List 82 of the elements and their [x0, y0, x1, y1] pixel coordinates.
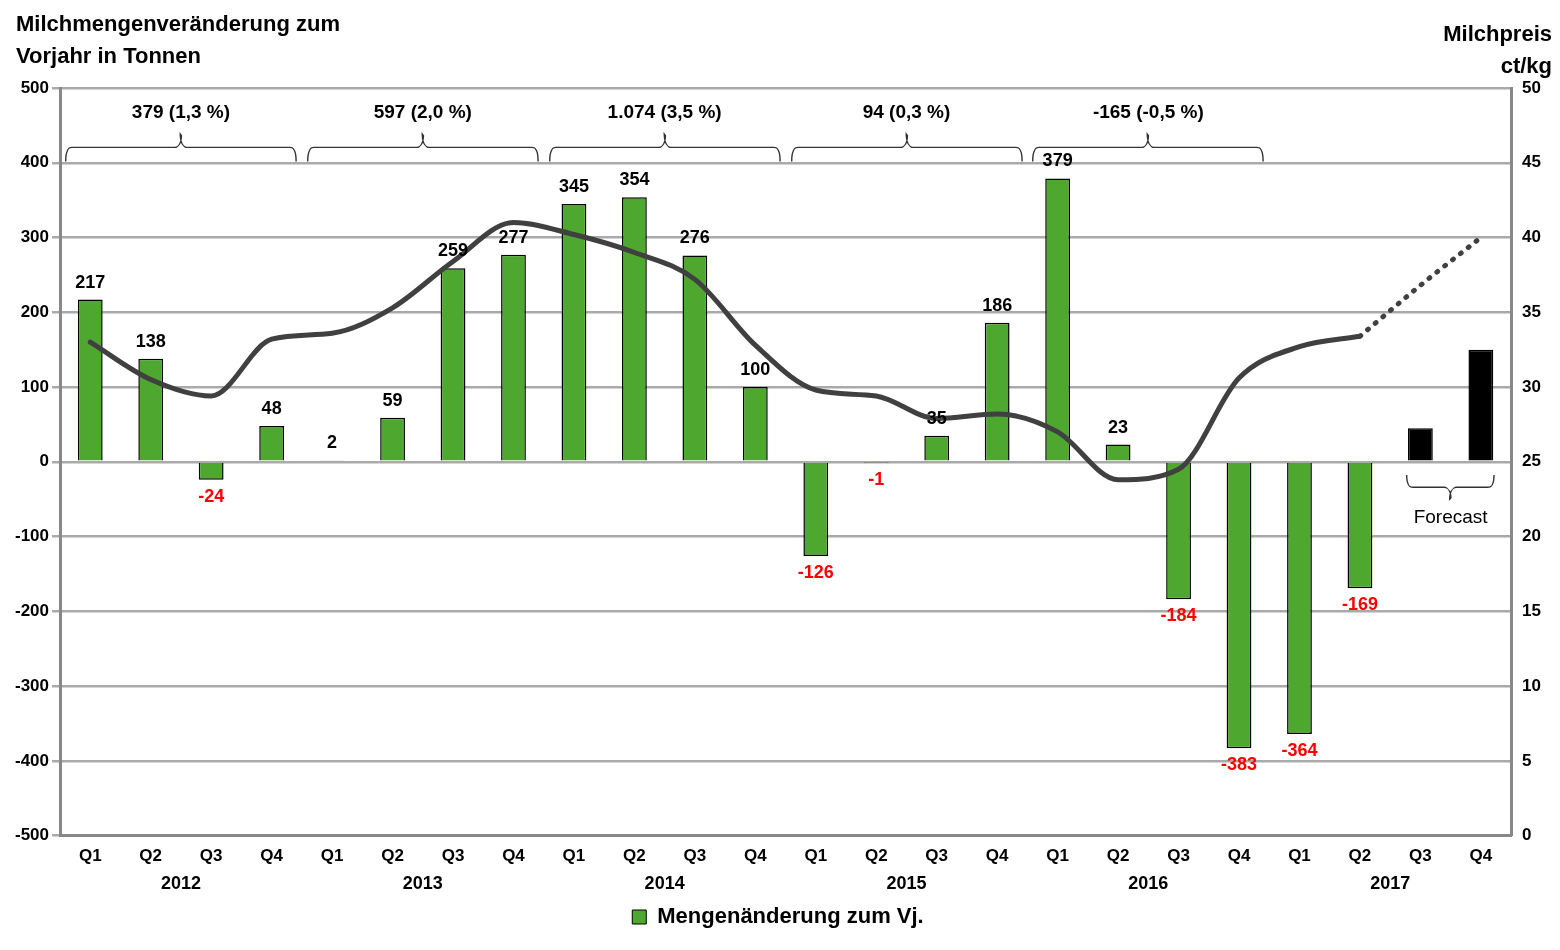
y2-tick-label: 0	[1522, 825, 1532, 845]
x-tick-label: Q3	[441, 846, 465, 866]
annotation: 379 (1,3 %)	[131, 100, 231, 122]
data-label: -126	[797, 561, 834, 582]
x-tick-label: Q4	[985, 846, 1010, 866]
x-tick-label: Q4	[743, 846, 768, 866]
y-tick-label: -400	[14, 750, 50, 770]
y2-tick-label: 20	[1522, 526, 1542, 546]
x-tick-label: Q3	[683, 846, 707, 866]
y2-axis-title: Milchpreis ct/kg	[1442, 20, 1552, 80]
data-label: 277	[498, 226, 529, 247]
x-tick-label: Q3	[925, 846, 949, 866]
data-label: 138	[135, 330, 166, 351]
data-label: -169	[1341, 594, 1378, 615]
data-label: -1	[868, 468, 885, 489]
text: 2016	[1128, 872, 1169, 893]
y2-tick-label: 10	[1522, 675, 1542, 695]
y2-tick-label: 45	[1522, 152, 1542, 172]
data-label: 23	[1108, 416, 1129, 437]
x-tick-label: Q2	[1348, 846, 1372, 866]
text: 2014	[644, 872, 685, 893]
y2-tick-label: 30	[1522, 376, 1542, 396]
data-label: 100	[740, 359, 771, 380]
x-tick-label: Q4	[502, 846, 526, 866]
data-label: 59	[382, 389, 403, 410]
data-label: 354	[619, 169, 650, 190]
y2-tick-label: 35	[1522, 301, 1542, 321]
y-tick-label: 0	[39, 451, 50, 471]
x-tick-label: Q1	[320, 846, 344, 866]
y-tick-label: 100	[20, 376, 50, 396]
data-label: -184	[1160, 605, 1197, 626]
y-tick-label: 300	[20, 227, 50, 247]
x-tick-label: Q2	[139, 846, 163, 866]
data-label: 379	[1042, 150, 1073, 171]
y-tick-label: -200	[14, 601, 50, 621]
x-tick-label: Q3	[1167, 846, 1190, 866]
x-tick-label: Q1	[78, 846, 102, 866]
text: 2015	[886, 872, 927, 893]
annotation: Forecast	[1413, 506, 1489, 528]
data-label: -364	[1281, 739, 1318, 760]
annotation: 1.074 (3,5 %)	[607, 100, 722, 122]
x-tick-label: Q2	[381, 846, 404, 866]
x-tick-label: Q3	[199, 846, 223, 866]
text: 2012	[160, 872, 201, 893]
y-tick-label: 500	[20, 77, 50, 97]
x-tick-label: Q4	[1469, 846, 1493, 866]
data-label: -383	[1221, 754, 1258, 775]
data-label: -24	[198, 485, 225, 506]
text: 2013	[402, 872, 443, 893]
y-tick-label: -500	[14, 825, 50, 845]
x-tick-label: Q1	[804, 846, 828, 866]
y2-tick-label: 50	[1522, 77, 1542, 97]
y-tick-label: 200	[20, 301, 50, 321]
x-tick-label: Q1	[1046, 846, 1069, 866]
x-tick-label: Q2	[1106, 846, 1130, 866]
x-tick-label: Q4	[260, 846, 284, 866]
data-label: 345	[558, 175, 589, 196]
data-label: 276	[679, 227, 710, 248]
x-tick-label: Q2	[623, 846, 646, 866]
annotation: 597 (2,0 %)	[373, 100, 472, 122]
y2-tick-label: 15	[1522, 601, 1542, 621]
annotation: 94 (0,3 %)	[862, 100, 951, 122]
x-tick-label: Q3	[1409, 846, 1432, 866]
x-tick-label: Q1	[562, 846, 586, 866]
y-tick-label: -300	[14, 675, 50, 695]
y2-tick-label: 40	[1522, 227, 1542, 247]
data-label: 48	[261, 397, 282, 418]
x-tick-label: Q2	[864, 846, 888, 866]
data-label: 259	[438, 240, 469, 261]
data-label: 186	[982, 294, 1013, 315]
y2-tick-label: 25	[1522, 451, 1542, 471]
annotation: -165 (-0,5 %)	[1092, 100, 1204, 122]
data-label: 2	[327, 432, 338, 453]
y-tick-label: -100	[14, 526, 50, 546]
legend-label: Mengenänderung zum Vj.	[657, 903, 924, 929]
y2-tick-label: 5	[1522, 750, 1532, 770]
x-tick-label: Q4	[1227, 846, 1251, 866]
data-label: 217	[75, 271, 106, 292]
text: 2017	[1370, 872, 1411, 893]
y-tick-label: 400	[20, 152, 50, 172]
y-axis-title: Milchmengenveränderung zum Vorjahr in Tonnen	[16, 10, 341, 70]
x-tick-label: Q1	[1288, 846, 1311, 866]
